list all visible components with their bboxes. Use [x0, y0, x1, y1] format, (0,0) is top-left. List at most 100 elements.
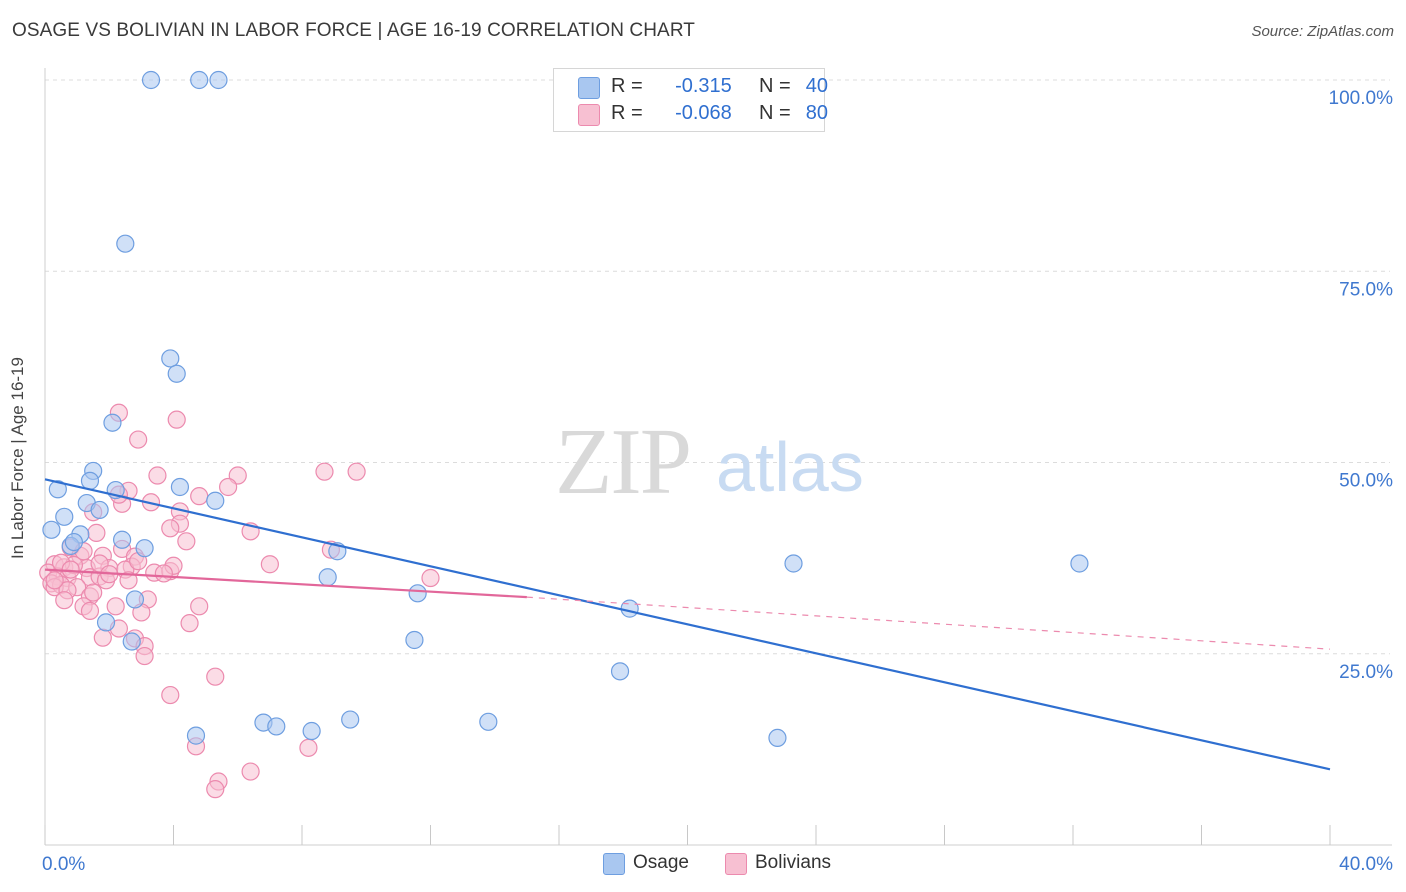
data-point-bolivians: [241, 762, 260, 781]
data-point-osage: [48, 480, 67, 499]
legend-n-label: N =: [758, 75, 791, 97]
series-osage-points: [42, 70, 1089, 748]
data-point-bolivians: [129, 430, 148, 449]
data-point-bolivians: [84, 583, 103, 602]
legend-n-value-bolivians: 80: [805, 102, 828, 124]
legend-r-value-bolivians: -0.068: [675, 102, 732, 124]
data-point-bolivians: [106, 597, 125, 616]
legend-n-value-osage: 40: [805, 75, 828, 97]
data-point-osage: [620, 599, 639, 618]
data-point-osage: [318, 568, 337, 587]
data-point-osage: [209, 70, 228, 90]
data-point-bolivians: [260, 555, 279, 574]
x-tick-label-max: 40.0%: [1339, 854, 1393, 875]
data-point-osage: [190, 70, 209, 90]
data-point-bolivians: [93, 628, 112, 647]
data-point-osage: [784, 554, 803, 573]
y-tick-label: 100.0%: [1329, 88, 1394, 109]
data-point-osage: [768, 728, 787, 748]
data-point-osage: [186, 726, 206, 745]
data-point-osage: [42, 520, 61, 539]
data-point-bolivians: [190, 597, 209, 616]
data-point-osage: [1070, 554, 1089, 573]
data-point-bolivians: [148, 466, 167, 485]
data-point-bolivians: [206, 667, 225, 686]
data-point-bolivians: [161, 519, 180, 538]
data-point-osage: [116, 234, 135, 253]
data-point-bolivians: [315, 462, 334, 481]
data-point-bolivians: [61, 560, 80, 579]
y-tick-label: 50.0%: [1339, 471, 1393, 492]
data-point-bolivians: [347, 462, 366, 481]
data-point-osage: [170, 477, 190, 497]
data-point-osage: [206, 491, 225, 510]
bottom-legend-label-bolivians: Bolivians: [755, 852, 832, 873]
data-point-osage: [267, 717, 286, 736]
data-point-bolivians: [55, 591, 74, 610]
bottom-legend: Osage Bolivians: [0, 852, 1406, 878]
data-point-osage: [122, 632, 141, 651]
x-tick-label-min: 0.0%: [42, 854, 85, 875]
data-point-osage: [408, 584, 427, 603]
legend-swatch-osage: [578, 77, 600, 99]
legend-r-label: R =: [611, 102, 643, 124]
y-tick-label: 25.0%: [1339, 662, 1393, 683]
series-bolivians-points: [39, 403, 440, 799]
watermark-zip: ZIP: [555, 410, 690, 514]
axes: [44, 68, 1392, 846]
data-point-osage: [405, 630, 424, 650]
data-point-osage: [80, 471, 100, 490]
data-point-bolivians: [219, 477, 238, 497]
data-point-bolivians: [119, 571, 138, 590]
data-point-bolivians: [299, 738, 318, 757]
y-tick-label: 75.0%: [1339, 279, 1393, 300]
data-point-osage: [125, 590, 145, 609]
data-point-bolivians: [190, 487, 209, 506]
legend-n-label: N =: [758, 102, 791, 124]
grid-lines: [45, 79, 1390, 655]
trend-lines: [44, 478, 1331, 771]
bottom-legend-swatch-osage: [603, 853, 625, 875]
data-point-bolivians: [161, 685, 180, 705]
data-point-osage: [161, 349, 180, 368]
data-point-osage: [90, 500, 109, 520]
data-point-osage: [479, 712, 498, 731]
legend-box: R = -0.315 N = 40 R = -0.068 N = 80: [553, 68, 828, 132]
y-axis-label: In Labor Force | Age 16-19: [8, 357, 27, 559]
data-point-osage: [341, 710, 360, 729]
chart-title: OSAGE VS BOLIVIAN IN LABOR FORCE | AGE 1…: [12, 20, 696, 41]
data-point-osage: [64, 532, 84, 552]
data-point-osage: [167, 364, 186, 383]
tick-labels: 25.0% 50.0% 75.0% 100.0% 0.0% 40.0%: [42, 88, 1393, 875]
legend-swatch-bolivians: [578, 104, 600, 126]
data-point-osage: [96, 613, 116, 632]
trend-line-osage: [44, 478, 1331, 771]
data-point-bolivians: [167, 410, 186, 429]
trend-line-bolivians: [44, 568, 527, 599]
watermark: ZIP atlas: [555, 410, 864, 514]
watermark-atlas: atlas: [716, 428, 864, 506]
data-point-osage: [55, 507, 74, 526]
data-point-osage: [610, 662, 630, 681]
data-point-osage: [103, 413, 122, 432]
data-point-bolivians: [135, 646, 154, 666]
data-point-bolivians: [80, 601, 100, 621]
data-point-osage: [135, 539, 154, 558]
data-point-bolivians: [180, 614, 199, 633]
legend-r-value-osage: -0.315: [675, 75, 732, 97]
chart-source: Source: ZipAtlas.com: [1251, 23, 1394, 40]
data-point-bolivians: [421, 568, 440, 588]
bottom-legend-label-osage: Osage: [633, 852, 689, 873]
data-point-bolivians: [154, 564, 173, 583]
data-point-bolivians: [206, 780, 225, 799]
data-point-bolivians: [87, 523, 106, 542]
data-point-osage: [112, 530, 132, 549]
data-point-osage: [141, 70, 161, 90]
bottom-legend-swatch-bolivians: [725, 853, 747, 875]
data-point-bolivians: [45, 571, 64, 590]
data-point-osage: [302, 721, 321, 741]
data-point-bolivians: [177, 532, 196, 551]
legend-r-label: R =: [611, 75, 643, 97]
trend-line-bolivians-extension: [526, 596, 1331, 650]
